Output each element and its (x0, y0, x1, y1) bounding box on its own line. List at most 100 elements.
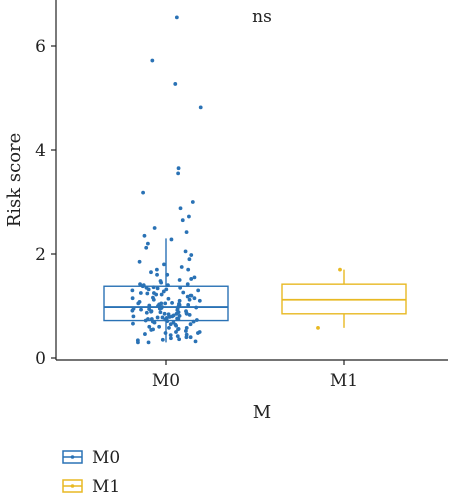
y-tick-label: 4 (35, 141, 46, 161)
data-point-m0 (131, 314, 136, 319)
data-point-m0 (160, 315, 165, 320)
data-point-m0 (163, 331, 168, 335)
data-point-m0 (188, 322, 193, 327)
significance-annotation: ns (252, 7, 272, 27)
data-point-m0 (149, 309, 153, 314)
data-point-m0 (177, 298, 182, 303)
data-point-m0 (187, 312, 192, 317)
data-point-m0 (144, 310, 149, 315)
data-point-m0 (198, 105, 203, 110)
data-point-m0 (167, 325, 171, 330)
data-point-m0 (176, 166, 181, 171)
data-point-m0 (159, 292, 164, 297)
data-point-m0 (161, 289, 166, 294)
data-point-m0 (146, 317, 150, 321)
data-point-m0 (194, 305, 199, 310)
data-point-m0 (168, 333, 173, 338)
data-point-m0 (157, 324, 162, 329)
data-point-m0 (130, 296, 135, 301)
data-point-m0 (176, 310, 181, 315)
data-point-m0 (154, 267, 159, 272)
data-point-m0 (138, 282, 142, 287)
data-point-m0 (187, 297, 192, 302)
data-point-m0 (131, 321, 135, 326)
data-point-m0 (159, 301, 164, 306)
data-point-m0 (184, 329, 188, 333)
data-point-m0 (151, 285, 156, 290)
data-point-m0 (141, 190, 145, 195)
box-m1 (281, 269, 407, 328)
data-point-m0 (177, 337, 182, 342)
data-point-m0 (165, 272, 170, 277)
data-point-m0 (189, 253, 194, 257)
y-tick-label: 6 (35, 37, 46, 57)
legend-key-m0 (62, 450, 83, 464)
data-point-m0 (152, 226, 157, 230)
x-tick-label: M0 (152, 371, 180, 391)
data-point-m0 (192, 275, 197, 280)
x-ticks: M0 M1 (152, 360, 358, 391)
data-point-m0 (136, 340, 140, 345)
data-point-m0 (155, 272, 159, 277)
data-point-m0 (169, 237, 174, 242)
data-point-m0 (196, 331, 200, 335)
data-point-m0 (151, 327, 155, 332)
data-point-m0 (162, 311, 167, 316)
data-point-m0 (158, 310, 163, 315)
data-point-m0 (175, 306, 180, 311)
data-point-m0 (162, 262, 166, 267)
data-point-m0 (179, 265, 184, 269)
legend-label-m1: M1 (92, 477, 120, 497)
data-point-m0 (193, 339, 198, 344)
data-point-m0 (192, 296, 197, 301)
data-point-m0 (145, 291, 150, 296)
data-point-m0 (186, 267, 191, 272)
data-point-m0 (175, 334, 180, 339)
data-point-m0 (186, 303, 191, 307)
data-point-m0 (163, 301, 168, 306)
data-point-m0 (173, 82, 178, 86)
axes (55, 0, 448, 361)
x-tick-label: M1 (330, 371, 358, 391)
y-axis-title: Risk score (4, 133, 25, 228)
data-point-m0 (140, 284, 145, 289)
data-point-m0 (188, 335, 193, 340)
data-point-m0 (177, 278, 182, 282)
data-point-m0 (150, 58, 155, 63)
data-point-m0 (174, 323, 179, 328)
data-point-m0 (183, 249, 188, 254)
data-point-m0 (174, 15, 179, 20)
data-point-m0 (187, 257, 192, 262)
data-point-m0 (174, 330, 178, 334)
data-point-m0 (178, 285, 183, 290)
data-point-m0 (178, 206, 183, 211)
data-point-m0 (176, 327, 180, 332)
data-point-m1 (316, 325, 320, 330)
y-tick-label: 2 (35, 245, 46, 265)
data-point-m0 (177, 313, 182, 318)
data-point-m0 (168, 322, 173, 327)
data-point-m0 (185, 282, 190, 287)
data-point-m0 (197, 298, 202, 303)
data-point-m0 (143, 332, 147, 336)
data-point-m0 (184, 309, 188, 314)
data-point-m0 (146, 287, 151, 292)
data-point-m0 (145, 241, 150, 246)
legend-key-m1 (62, 479, 83, 493)
data-point-m0 (194, 318, 199, 322)
data-point-m0 (155, 286, 160, 291)
data-point-m0 (160, 337, 165, 342)
legend-item-m0: M0 (62, 448, 120, 468)
data-point-m0 (189, 277, 194, 281)
data-point-m0 (142, 233, 147, 238)
data-point-m0 (169, 336, 173, 341)
x-axis-title: M (253, 402, 271, 423)
data-point-m0 (139, 307, 143, 312)
data-point-m0 (165, 319, 170, 323)
data-point-m0 (180, 218, 185, 223)
data-point-m1 (338, 267, 342, 272)
data-point-m0 (166, 283, 170, 288)
data-point-m0 (144, 245, 149, 250)
legend: M0 M1 (62, 448, 120, 497)
